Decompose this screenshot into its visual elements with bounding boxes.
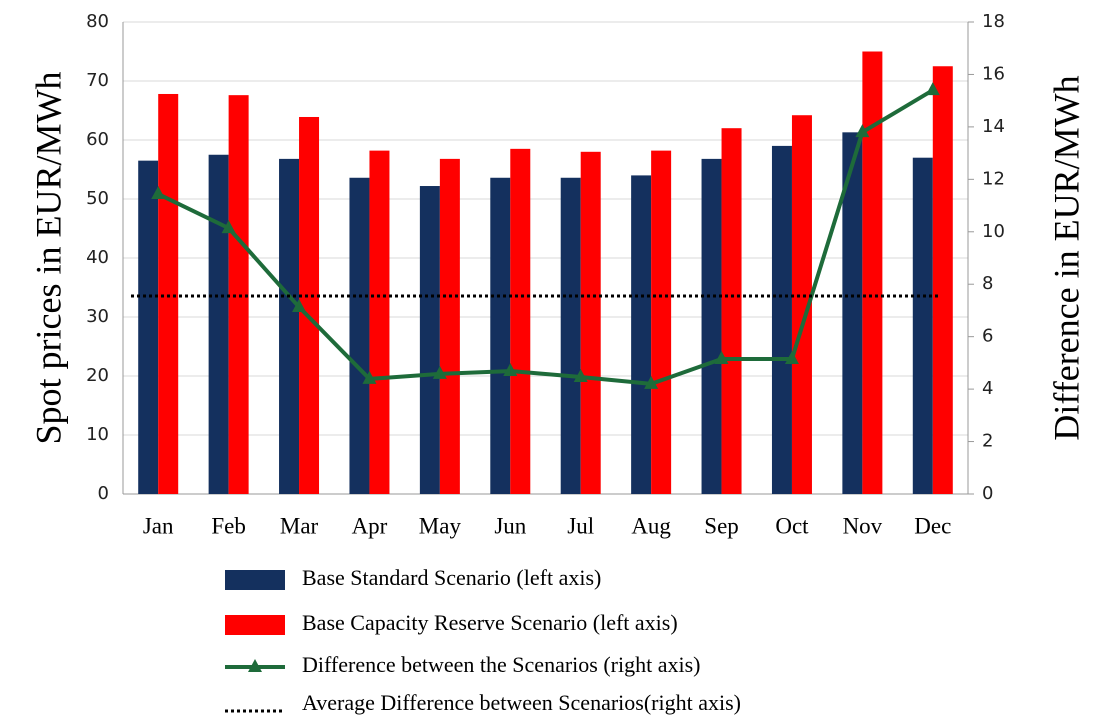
bar [721, 128, 742, 494]
bar [912, 157, 933, 494]
y-tick-label: 70 [86, 70, 109, 91]
bar [439, 158, 460, 494]
bar [701, 158, 722, 494]
marker [573, 369, 588, 383]
marker [714, 350, 729, 364]
marker [362, 370, 377, 384]
bar [862, 51, 883, 494]
y2-tick-label: 6 [982, 326, 993, 347]
y-tick-label: 30 [86, 306, 109, 327]
bar [228, 95, 249, 494]
bar [510, 148, 531, 494]
y2-tick-label: 12 [982, 168, 1005, 189]
bar [419, 186, 440, 494]
x-tick-label: May [419, 513, 462, 538]
marker [855, 124, 870, 138]
bar [299, 116, 320, 495]
line [157, 88, 934, 386]
legend-label: Difference between the Scenarios (right … [302, 652, 700, 677]
legend-marker [248, 659, 262, 672]
marker [784, 350, 799, 364]
bar [138, 160, 159, 494]
y2-tick-label: 16 [982, 63, 1005, 84]
y-tick-label: 20 [86, 365, 109, 386]
x-tick-label: Sep [704, 513, 739, 538]
x-tick-label: Jul [567, 513, 594, 538]
x-tick-label: Oct [775, 513, 809, 538]
y2-tick-label: 2 [982, 431, 993, 452]
bar [791, 115, 812, 494]
bar [208, 154, 229, 494]
bar [651, 150, 672, 494]
bar [560, 177, 581, 494]
marker [432, 365, 447, 379]
y2-tick-label: 4 [982, 378, 993, 399]
x-tick-label: Dec [914, 513, 951, 538]
legend-label: Base Standard Scenario (left axis) [302, 565, 601, 590]
legend-label: Average Difference between Scenarios(rig… [302, 690, 741, 715]
marker [221, 220, 236, 234]
legend-swatch [225, 570, 285, 590]
bar [158, 93, 179, 494]
legend-swatch [225, 615, 285, 635]
x-tick-label: Mar [280, 513, 319, 538]
marker [151, 186, 166, 200]
y-axis-label: Spot prices in EUR/MWh [28, 72, 68, 445]
y2-tick-label: 10 [982, 221, 1005, 242]
y2-axis-label: Difference in EUR/MWh [1046, 75, 1086, 440]
bar [279, 158, 300, 494]
y2-tick-label: 18 [982, 11, 1005, 32]
y2-tick-label: 14 [982, 116, 1005, 137]
marker [503, 363, 518, 377]
bar [771, 145, 792, 494]
x-tick-label: Nov [843, 513, 883, 538]
bar [490, 177, 511, 494]
bar [631, 175, 652, 494]
y-tick-label: 80 [86, 11, 109, 32]
legend-label: Base Capacity Reserve Scenario (left axi… [302, 610, 678, 635]
bar [349, 177, 370, 494]
y-tick-label: 10 [86, 424, 109, 445]
x-tick-label: Jun [494, 513, 526, 538]
bar [932, 66, 953, 494]
x-tick-label: Feb [211, 513, 246, 538]
y-tick-label: 40 [86, 247, 109, 268]
bar [369, 150, 390, 494]
y-tick-label: 50 [86, 188, 109, 209]
y2-tick-label: 8 [982, 273, 993, 294]
x-tick-label: Apr [352, 513, 388, 538]
bar [842, 132, 863, 494]
x-tick-label: Aug [631, 513, 671, 538]
marker [644, 375, 659, 389]
x-tick-label: Jan [143, 513, 174, 538]
marker [925, 82, 940, 96]
y-tick-label: 0 [98, 483, 109, 504]
y-tick-label: 60 [86, 129, 109, 150]
bar [580, 151, 601, 495]
marker [292, 299, 307, 313]
y2-tick-label: 0 [982, 483, 993, 504]
